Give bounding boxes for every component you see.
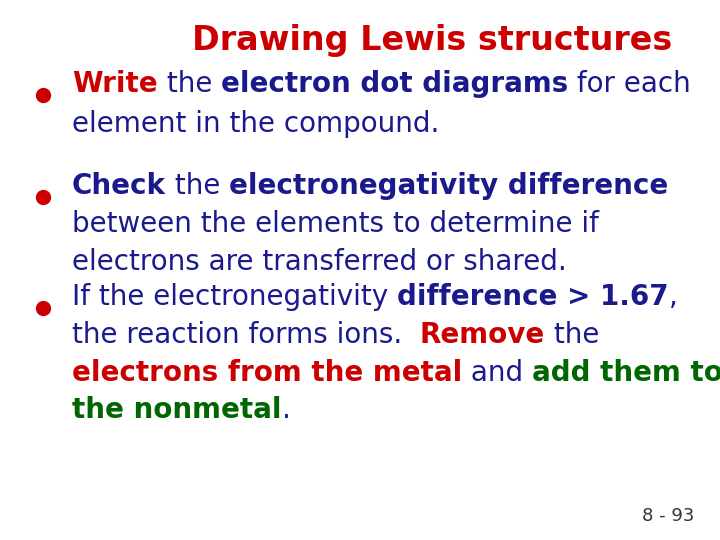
Text: electrons from the metal: electrons from the metal: [72, 359, 462, 387]
Text: electrons are transferred or shared.: electrons are transferred or shared.: [72, 248, 567, 276]
Text: Drawing Lewis structures: Drawing Lewis structures: [192, 24, 672, 57]
Text: the: the: [166, 172, 229, 200]
Text: ,: ,: [669, 283, 678, 311]
Text: .: .: [282, 396, 290, 424]
Text: difference > 1.67: difference > 1.67: [397, 283, 669, 311]
Text: add them to: add them to: [532, 359, 720, 387]
Text: the reaction forms ions.: the reaction forms ions.: [72, 321, 420, 349]
Text: 8 - 93: 8 - 93: [642, 507, 695, 525]
Text: the: the: [158, 70, 221, 98]
Text: for each: for each: [568, 70, 691, 98]
Text: Check: Check: [72, 172, 166, 200]
Text: the: the: [545, 321, 600, 349]
Text: electron dot diagrams: electron dot diagrams: [221, 70, 568, 98]
Text: element in the compound.: element in the compound.: [72, 110, 439, 138]
Text: electronegativity difference: electronegativity difference: [229, 172, 668, 200]
Text: Remove: Remove: [420, 321, 545, 349]
Text: and: and: [462, 359, 532, 387]
Text: Write: Write: [72, 70, 158, 98]
Text: between the elements to determine if: between the elements to determine if: [72, 210, 599, 238]
Text: the nonmetal: the nonmetal: [72, 396, 282, 424]
Text: If the electronegativity: If the electronegativity: [72, 283, 397, 311]
